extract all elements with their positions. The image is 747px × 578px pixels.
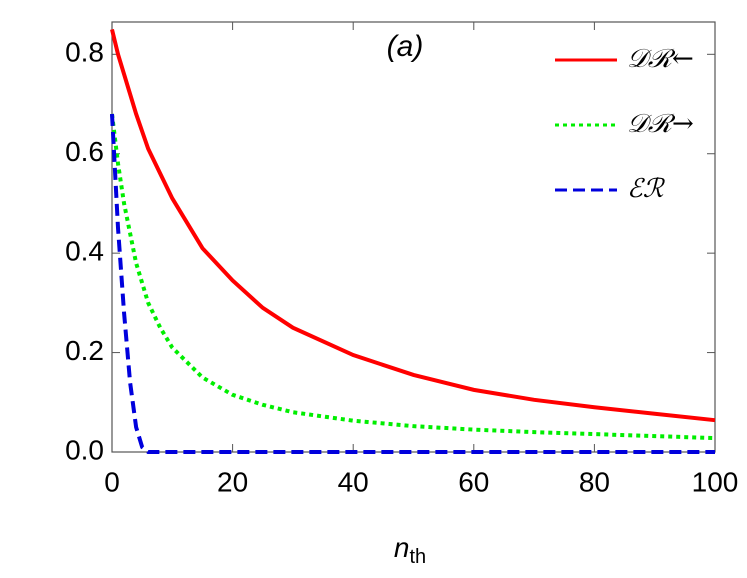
legend-label: 𝒟ℛ→ <box>627 109 694 139</box>
annotation: (a) <box>387 30 424 63</box>
data-line <box>110 113 716 441</box>
y-tick-label: 0.0 <box>65 434 104 465</box>
x-axis-label: nth <box>394 532 426 568</box>
y-tick-label: 0.2 <box>65 335 104 366</box>
x-tick-label: 100 <box>692 466 739 497</box>
x-tick-label: 40 <box>338 466 369 497</box>
y-tick-label: 0.6 <box>65 136 104 167</box>
x-label-main: n <box>394 532 410 563</box>
x-tick-label: 20 <box>217 466 248 497</box>
x-tick-label: 60 <box>458 466 489 497</box>
data-line <box>110 113 715 454</box>
legend-label: ℰℛ <box>627 174 666 204</box>
x-tick-label: 0 <box>104 466 120 497</box>
x-label-sub: th <box>409 546 426 568</box>
data-line <box>110 28 716 423</box>
y-tick-label: 0.8 <box>65 37 104 68</box>
x-tick-label: 80 <box>579 466 610 497</box>
legend-label: 𝒟ℛ← <box>627 44 694 74</box>
y-tick-label: 0.4 <box>65 236 104 267</box>
plot-frame <box>111 21 716 453</box>
